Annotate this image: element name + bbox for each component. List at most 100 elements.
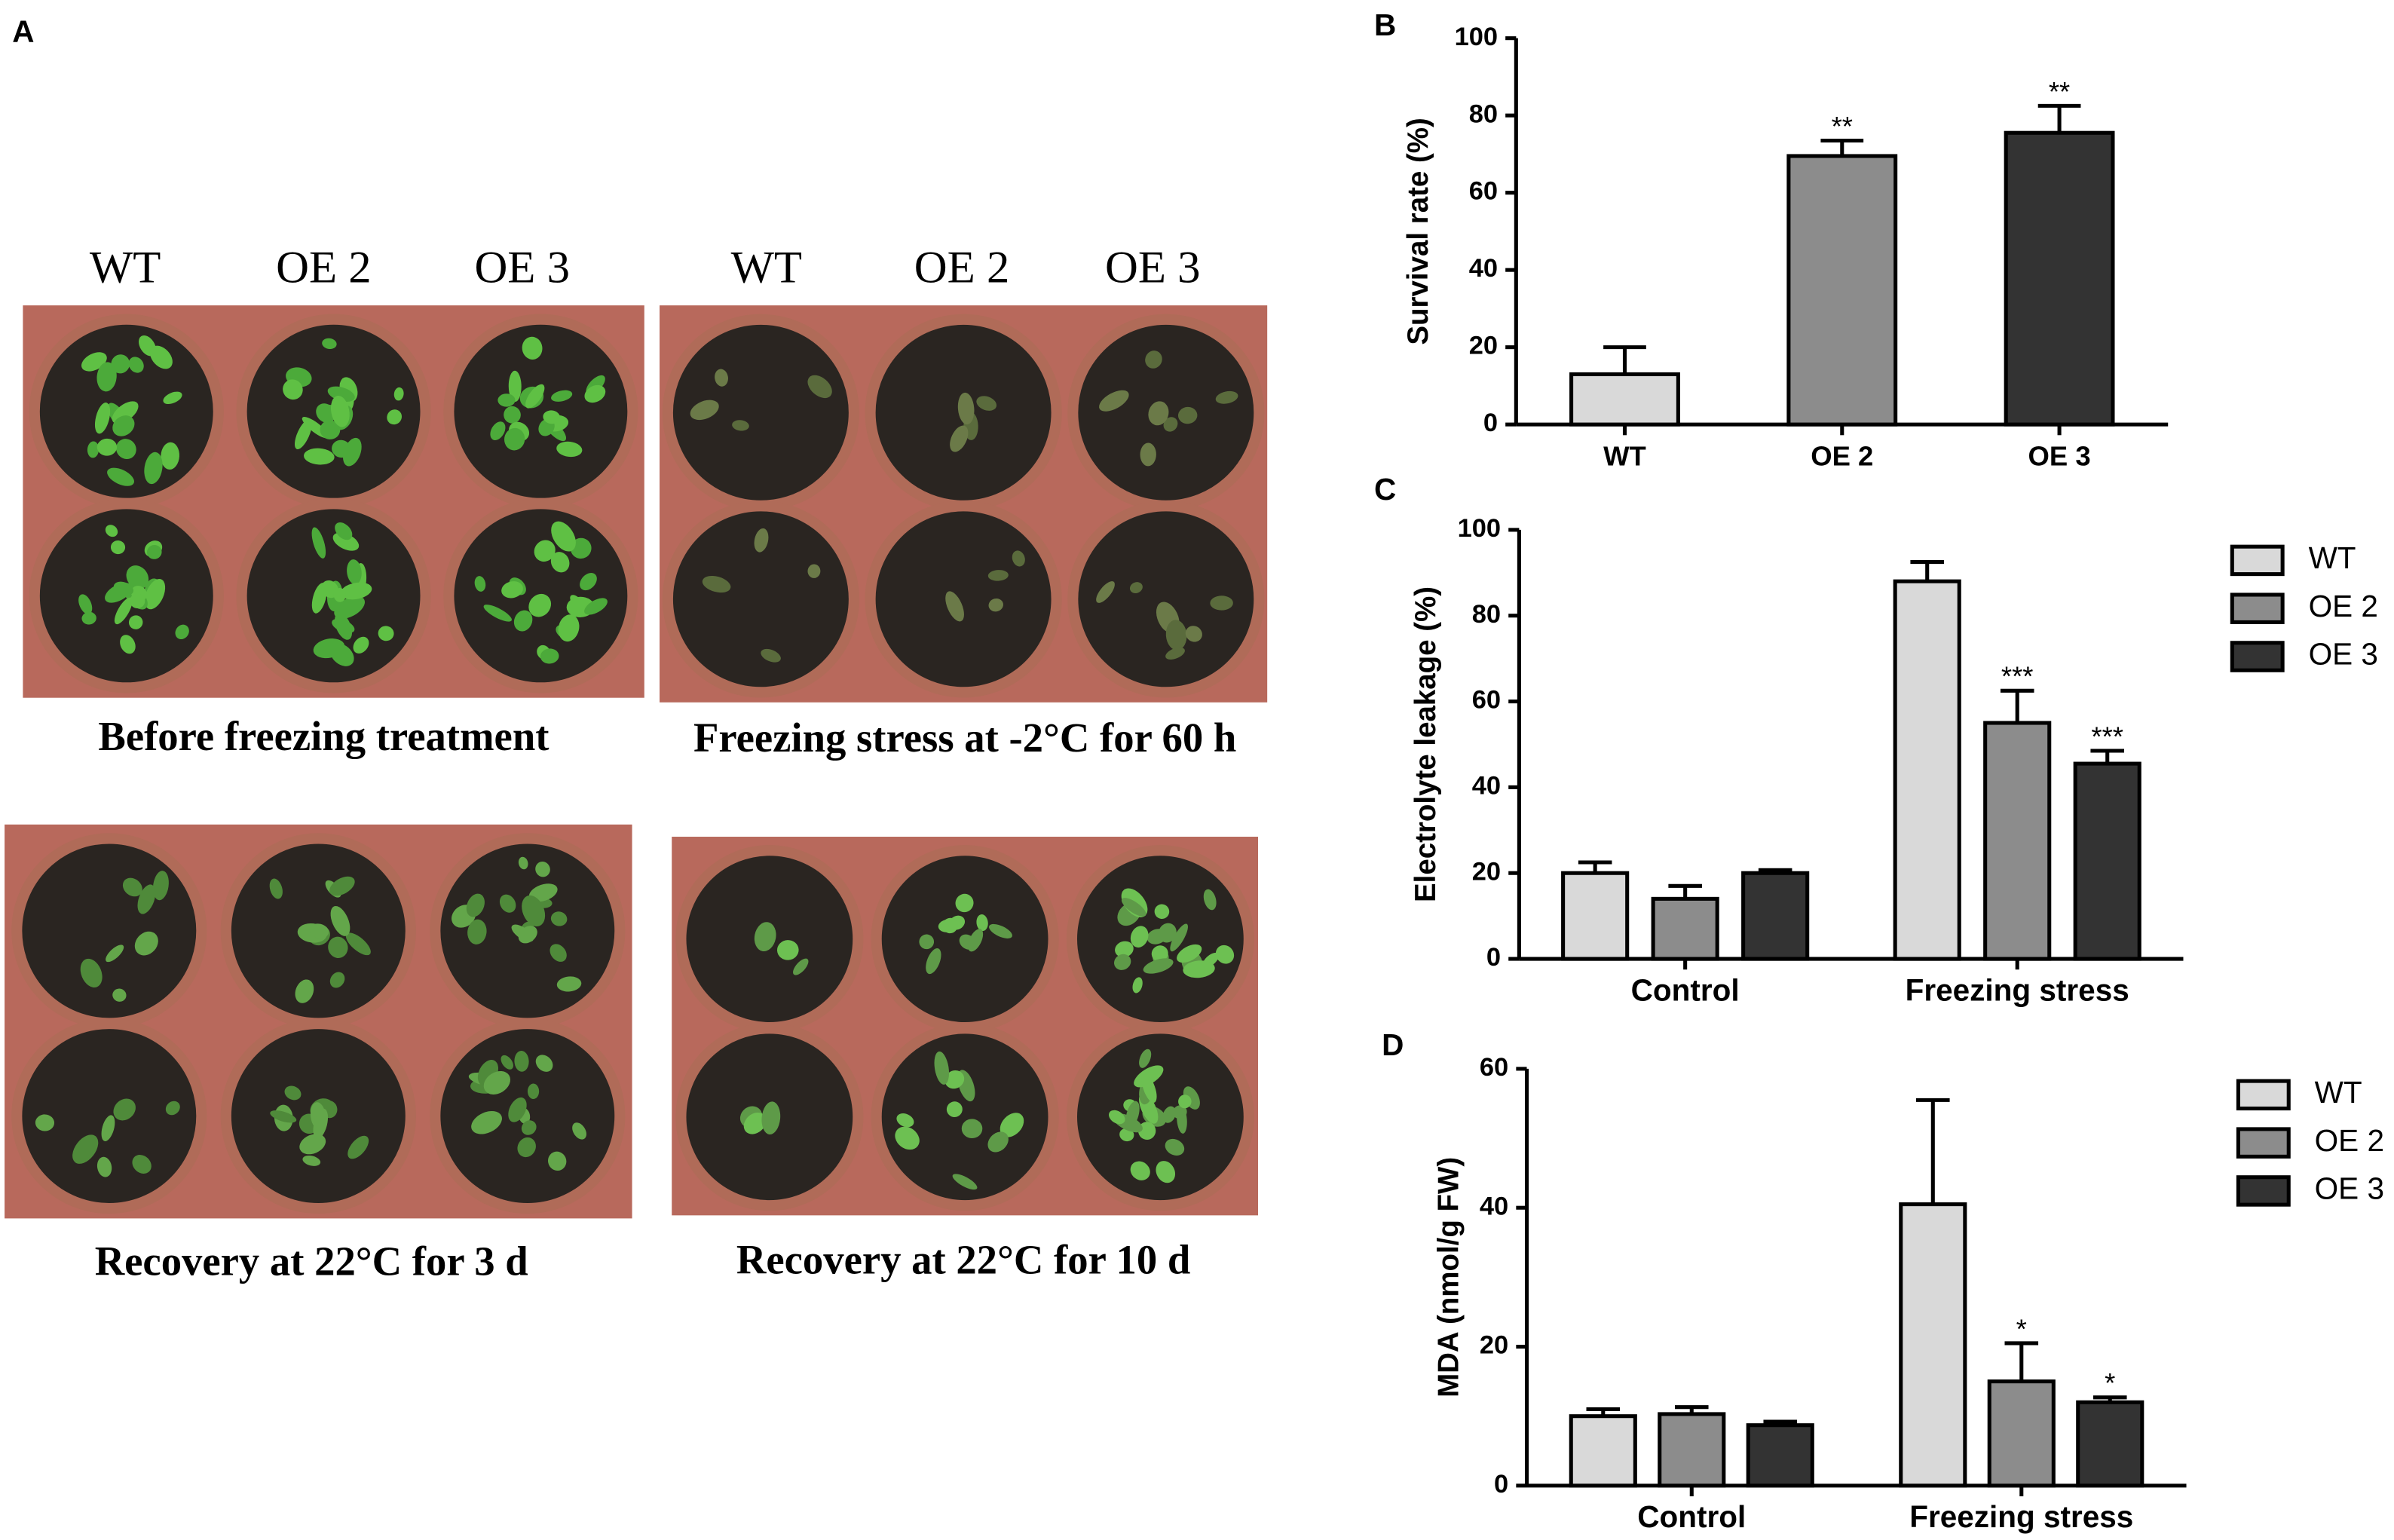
y-tick-label: 60 — [1480, 1053, 1508, 1082]
error-bar — [1763, 1419, 1798, 1425]
plant-leaf — [80, 958, 103, 987]
legend-swatch — [2230, 641, 2285, 672]
plant-leaf — [1129, 582, 1143, 594]
plant-leaf — [328, 936, 348, 958]
plant-leaf — [926, 948, 941, 975]
y-tick-label: 40 — [1469, 254, 1498, 283]
plant-leaf — [754, 528, 769, 553]
legend-swatch — [2230, 544, 2285, 577]
photo-caption: Before freezing treatment — [98, 713, 549, 759]
plant-leaf — [111, 354, 130, 374]
significance-label: ** — [1832, 111, 1853, 142]
plant-leaf — [353, 636, 369, 654]
plant-leaf — [504, 406, 521, 424]
plant-leaf — [1170, 923, 1188, 952]
x-tick-label: OE 2 — [1811, 440, 1873, 471]
y-axis-label: Survival rate (%) — [1402, 118, 1434, 344]
plant-leaf — [87, 441, 99, 458]
error-bar — [1668, 883, 1702, 899]
plant-leaf — [1163, 417, 1178, 432]
plant-leaf — [1177, 406, 1198, 424]
plant-leaf — [1108, 1110, 1125, 1125]
plant-leaf — [114, 597, 133, 625]
plant-leaf — [1165, 1138, 1185, 1156]
plant-leaf — [543, 410, 561, 424]
plant-leaf — [332, 532, 360, 551]
significance-label: *** — [2091, 721, 2123, 752]
plant-leaf — [540, 648, 559, 664]
plant-leaf — [106, 945, 124, 963]
legend-swatch — [2236, 1127, 2291, 1159]
y-tick-label: 0 — [1494, 1470, 1508, 1499]
plant-leaf — [807, 375, 832, 399]
significance-label: *** — [2001, 661, 2034, 692]
error-bar — [1603, 345, 1646, 375]
plant-leaf — [535, 1055, 553, 1072]
plant-leaf — [1140, 442, 1156, 467]
plant-leaf — [754, 922, 776, 952]
plant-leaf — [535, 862, 550, 877]
y-tick-label: 100 — [1455, 23, 1498, 51]
plant-leaf — [1121, 898, 1146, 917]
significance-label: ** — [2049, 76, 2070, 107]
plant-leaf — [340, 582, 372, 600]
error-bar — [2000, 688, 2034, 724]
plant-leaf — [175, 624, 189, 640]
plant-leaf — [528, 593, 552, 617]
plant-leaf — [968, 929, 984, 952]
plant-leaf — [776, 940, 799, 960]
plant-leaf — [514, 1051, 529, 1072]
plant-leaf — [534, 540, 556, 562]
plant-leaf — [471, 1110, 502, 1134]
pot — [662, 501, 860, 698]
plant-leaf — [1145, 351, 1162, 369]
plant-leaf — [702, 575, 731, 593]
plant-leaf — [732, 420, 749, 431]
plant-leaf — [517, 1137, 536, 1158]
plant-leaf — [1119, 1128, 1134, 1142]
plant-leaf — [144, 452, 163, 485]
plant-leaf — [508, 370, 522, 403]
plant-leaf — [128, 357, 144, 373]
plant-leaf — [1156, 1161, 1176, 1183]
plant-leaf — [1185, 626, 1202, 642]
panel-label: D — [1382, 1027, 1404, 1062]
plant-leaf — [329, 972, 345, 988]
plant-leaf — [551, 521, 576, 552]
plant-leaf — [334, 613, 353, 640]
column-label: WT — [90, 243, 161, 293]
y-tick-label: 80 — [1472, 600, 1501, 629]
plant-leaf — [934, 1051, 950, 1085]
plant-leaf — [522, 895, 546, 927]
plant-leaf — [72, 1134, 99, 1164]
plant-leaf — [1165, 620, 1187, 651]
plant-leaf — [322, 338, 337, 350]
panel-label: A — [12, 14, 34, 48]
plant-leaf — [284, 1085, 302, 1101]
y-axis-label: Electrolyte leakage (%) — [1410, 586, 1442, 902]
legend-swatch — [2236, 1175, 2291, 1207]
plant-leaf — [474, 576, 486, 592]
plant-leaf — [112, 415, 135, 436]
plant-leaf — [334, 595, 365, 619]
x-tick-label: WT — [1603, 440, 1646, 471]
pot — [11, 833, 207, 1029]
plant-leaf — [556, 976, 582, 992]
plant-leaf — [1215, 390, 1238, 404]
plant-leaf — [1137, 1122, 1156, 1140]
plant-leaf — [120, 635, 136, 654]
plant-leaf — [483, 1070, 511, 1095]
plant-leaf — [134, 931, 158, 956]
y-tick-label: 20 — [1472, 857, 1501, 886]
plant-leaf — [499, 894, 516, 913]
plant-leaf — [96, 438, 118, 456]
legend-label: WT — [2309, 540, 2356, 575]
plant-leaf — [302, 1155, 321, 1166]
plant-leaf — [527, 1083, 540, 1099]
plant-leaf — [110, 540, 126, 555]
legend-swatch — [2236, 1079, 2291, 1111]
bar — [1561, 871, 1630, 961]
plant-leaf — [35, 1114, 55, 1131]
plant-leaf — [946, 1101, 963, 1118]
plant-leaf — [895, 1126, 920, 1150]
